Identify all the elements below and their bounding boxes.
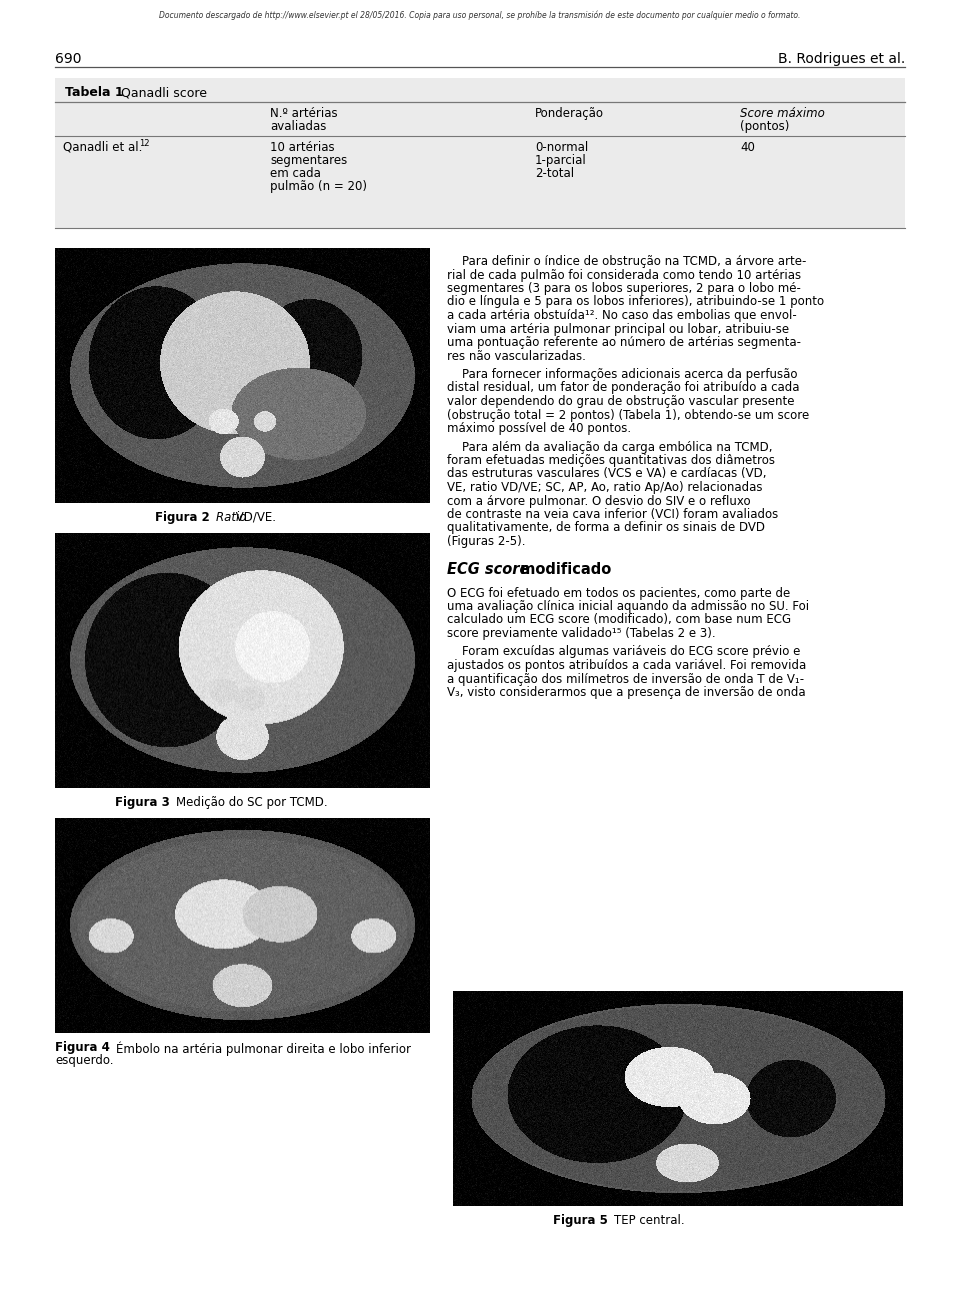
Text: Documento descargado de http://www.elsevier.pt el 28/05/2016. Copia para uso per: Documento descargado de http://www.elsev… — [159, 10, 801, 19]
Text: segmentares (3 para os lobos superiores, 2 para o lobo mé-: segmentares (3 para os lobos superiores,… — [447, 281, 801, 296]
Text: Para além da avaliação da carga embólica na TCMD,: Para além da avaliação da carga embólica… — [447, 440, 773, 453]
Text: 12: 12 — [139, 139, 150, 148]
Text: 1-parcial: 1-parcial — [535, 154, 587, 167]
Text: 0-normal: 0-normal — [535, 141, 588, 154]
Text: uma avaliação clínica inicial aquando da admissão no SU. Foi: uma avaliação clínica inicial aquando da… — [447, 600, 809, 613]
Text: com a árvore pulmonar. O desvio do SIV e o refluxo: com a árvore pulmonar. O desvio do SIV e… — [447, 494, 751, 507]
Text: Figura 3: Figura 3 — [115, 797, 170, 809]
Text: viam uma artéria pulmonar principal ou lobar, atribuiu-se: viam uma artéria pulmonar principal ou l… — [447, 323, 789, 336]
Text: qualitativamente, de forma a definir os sinais de DVD: qualitativamente, de forma a definir os … — [447, 522, 765, 534]
Text: 10 artérias: 10 artérias — [270, 141, 335, 154]
Text: Score máximo: Score máximo — [740, 107, 825, 120]
Text: N.º artérias: N.º artérias — [270, 107, 338, 120]
Text: O ECG foi efetuado em todos os pacientes, como parte de: O ECG foi efetuado em todos os pacientes… — [447, 586, 790, 599]
Text: Medição do SC por TCMD.: Medição do SC por TCMD. — [161, 797, 327, 809]
Text: (pontos): (pontos) — [740, 120, 789, 133]
Text: 2: 2 — [255, 373, 260, 382]
Text: Ratio: Ratio — [201, 511, 247, 524]
Text: VD/VE.: VD/VE. — [232, 511, 276, 524]
Text: ajustados os pontos atribuídos a cada variável. Foi removida: ajustados os pontos atribuídos a cada va… — [447, 658, 806, 673]
Text: dio e língula e 5 para os lobos inferiores), atribuindo-se 1 ponto: dio e língula e 5 para os lobos inferior… — [447, 296, 824, 309]
Text: Qanadli et al.: Qanadli et al. — [63, 141, 142, 154]
Text: Figura 4: Figura 4 — [55, 1041, 109, 1053]
Text: 2 Distance : 4.74 cm: 2 Distance : 4.74 cm — [265, 411, 344, 420]
Text: avaliadas: avaliadas — [270, 120, 326, 133]
Text: Émbolo na artéria pulmonar direita e lobo inferior: Émbolo na artéria pulmonar direita e lob… — [101, 1041, 411, 1056]
Text: Coronary sinus: Coronary sinus — [215, 760, 262, 766]
Text: máximo possível de 40 pontos.: máximo possível de 40 pontos. — [447, 422, 631, 435]
Text: foram efetuadas medições quantitativas dos diâmetros: foram efetuadas medições quantitativas d… — [447, 454, 775, 467]
Text: B. Rodrigues et al.: B. Rodrigues et al. — [778, 52, 905, 66]
Text: score previamente validado¹⁵ (Tabelas 2 e 3).: score previamente validado¹⁵ (Tabelas 2 … — [447, 627, 715, 640]
Text: 690: 690 — [55, 52, 82, 66]
Text: calculado um ECG score (modificado), com base num ECG: calculado um ECG score (modificado), com… — [447, 613, 791, 626]
Text: 1 Distance : 1.73 cm: 1 Distance : 1.73 cm — [215, 771, 294, 780]
Text: V₃, visto considerarmos que a presença de inversão de onda: V₃, visto considerarmos que a presença d… — [447, 686, 805, 698]
Text: Ponderação: Ponderação — [535, 107, 604, 120]
Text: res não vascularizadas.: res não vascularizadas. — [447, 350, 586, 363]
Text: de contraste na veia cava inferior (VCI) foram avaliados: de contraste na veia cava inferior (VCI)… — [447, 507, 779, 522]
Text: Foram excuídas algumas variáveis do ECG score prévio e: Foram excuídas algumas variáveis do ECG … — [447, 646, 801, 658]
Text: ECG score: ECG score — [447, 563, 529, 577]
Text: TEP central.: TEP central. — [599, 1214, 684, 1226]
Text: Figura 5: Figura 5 — [553, 1214, 608, 1226]
Text: 40: 40 — [740, 141, 755, 154]
Text: 1 Distance : 2.60 cm: 1 Distance : 2.60 cm — [270, 396, 348, 405]
Text: Tilt: -90: Tilt: -90 — [365, 563, 392, 569]
Text: modificado: modificado — [515, 563, 612, 577]
Bar — [55, 77, 905, 229]
Text: pulmão (n = 20): pulmão (n = 20) — [270, 179, 367, 192]
Text: a cada artéria obstuída¹². No caso das embolias que envol-: a cada artéria obstuída¹². No caso das e… — [447, 309, 797, 321]
Text: Figura 2: Figura 2 — [155, 511, 209, 524]
Text: esquerdo.: esquerdo. — [55, 1053, 113, 1066]
Text: a quantificação dos milímetros de inversão de onda T de V₁-: a quantificação dos milímetros de invers… — [447, 673, 804, 686]
Text: Para definir o índice de obstrução na TCMD, a árvore arte-: Para definir o índice de obstrução na TC… — [447, 256, 806, 269]
Text: 2-total: 2-total — [535, 167, 574, 179]
Text: distal residual, um fator de ponderação foi atribuído a cada: distal residual, um fator de ponderação … — [447, 382, 800, 395]
Text: rial de cada pulmão foi considerada como tendo 10 artérias: rial de cada pulmão foi considerada como… — [447, 269, 802, 281]
Text: uma pontuação referente ao número de artérias segmenta-: uma pontuação referente ao número de art… — [447, 336, 801, 349]
Text: (obstrução total = 2 pontos) (Tabela 1), obtendo-se um score: (obstrução total = 2 pontos) (Tabela 1),… — [447, 408, 809, 421]
Text: Spin: 0: Spin: 0 — [365, 553, 390, 559]
Text: das estruturas vasculares (VCS e VA) e cardíacas (VD,: das estruturas vasculares (VCS e VA) e c… — [447, 467, 766, 480]
Text: 1: 1 — [260, 385, 265, 394]
Text: em cada: em cada — [270, 167, 321, 179]
Text: VE, ratio VD/VE; SC, AP, Ao, ratio Ap/Ao) relacionadas: VE, ratio VD/VE; SC, AP, Ao, ratio Ap/Ao… — [447, 482, 762, 494]
Text: Qanadli score: Qanadli score — [109, 86, 207, 99]
Text: Tabela 1: Tabela 1 — [65, 86, 124, 99]
Text: valor dependendo do grau de obstrução vascular presente: valor dependendo do grau de obstrução va… — [447, 395, 795, 408]
Text: Para fornecer informações adicionais acerca da perfusão: Para fornecer informações adicionais ace… — [447, 368, 798, 381]
Text: segmentares: segmentares — [270, 154, 348, 167]
Text: (Figuras 2-5).: (Figuras 2-5). — [447, 534, 525, 547]
